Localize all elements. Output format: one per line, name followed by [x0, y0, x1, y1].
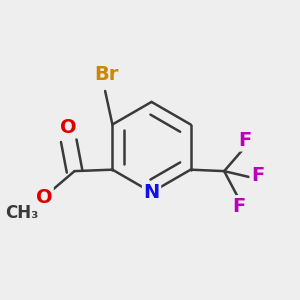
Text: F: F [238, 131, 251, 150]
Text: F: F [232, 196, 245, 216]
Text: CH₃: CH₃ [5, 204, 39, 222]
Text: O: O [36, 188, 52, 207]
Text: F: F [251, 166, 264, 185]
Text: O: O [60, 118, 77, 137]
Text: Br: Br [94, 65, 119, 85]
Text: N: N [143, 183, 160, 202]
